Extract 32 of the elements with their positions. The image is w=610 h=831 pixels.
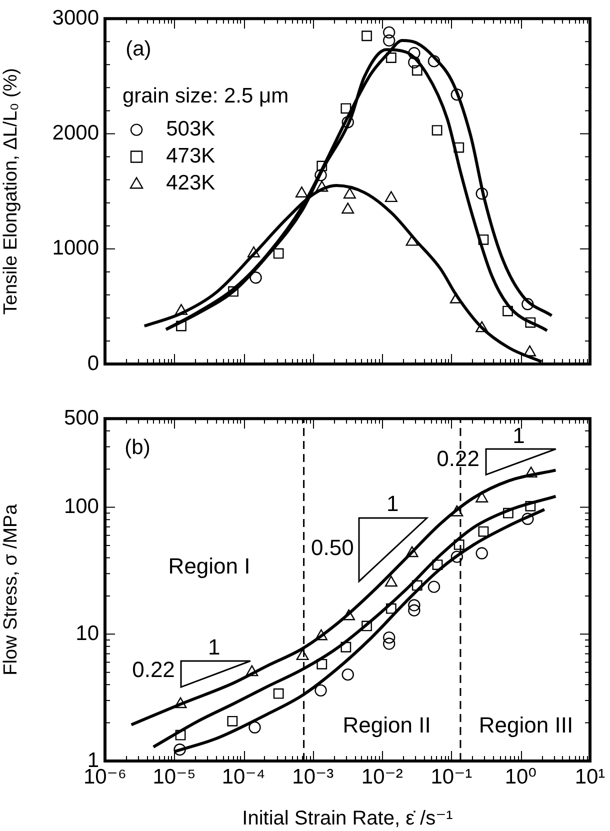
y-tick-label: 0 [87, 352, 99, 375]
x-tick-label: 10⁻⁴ [222, 765, 266, 788]
annotation: (b) [124, 436, 150, 460]
x-tick-label: 10⁻² [361, 765, 403, 788]
y-axis-title: Tensile Elongation, ΔL/L₀ (%) [0, 68, 22, 315]
annotation: 1 [512, 422, 525, 448]
x-axis-title: Initial Strain Rate, ε̇ /s⁻¹ [242, 808, 454, 830]
y-tick-label: 2000 [52, 122, 99, 145]
legend-title: grain size: 2.5 μm [122, 84, 289, 108]
annotation: 0.22 [132, 657, 175, 682]
annotation: 1 [208, 634, 220, 660]
legend-label: 423K [166, 172, 216, 194]
annotation: (a) [126, 37, 152, 60]
y-tick-label: 500 [64, 406, 99, 430]
y-tick-label: 10 [76, 622, 99, 645]
x-tick-label: 10⁰ [504, 765, 537, 788]
annotation: Region II [342, 712, 431, 738]
x-tick-label: 10⁻⁵ [152, 765, 196, 788]
annotation: 1 [386, 490, 399, 516]
x-tick-label: 10¹ [574, 765, 606, 788]
x-tick-label: 10⁻³ [292, 765, 334, 788]
y-tick-label: 100 [64, 495, 99, 518]
legend-label: 473K [166, 144, 216, 168]
x-tick-label: 10⁻¹ [430, 765, 472, 788]
legend-label: 503K [166, 118, 216, 141]
y-tick-label: 1000 [52, 236, 99, 260]
y-tick-label: 3000 [52, 6, 99, 30]
annotation: 0.50 [311, 534, 354, 560]
annotation: Region III [478, 712, 574, 738]
annotation: 0.22 [436, 446, 480, 471]
y-axis-title: Flow Stress, σ /MPa [0, 504, 22, 676]
annotation: Region I [168, 553, 250, 578]
